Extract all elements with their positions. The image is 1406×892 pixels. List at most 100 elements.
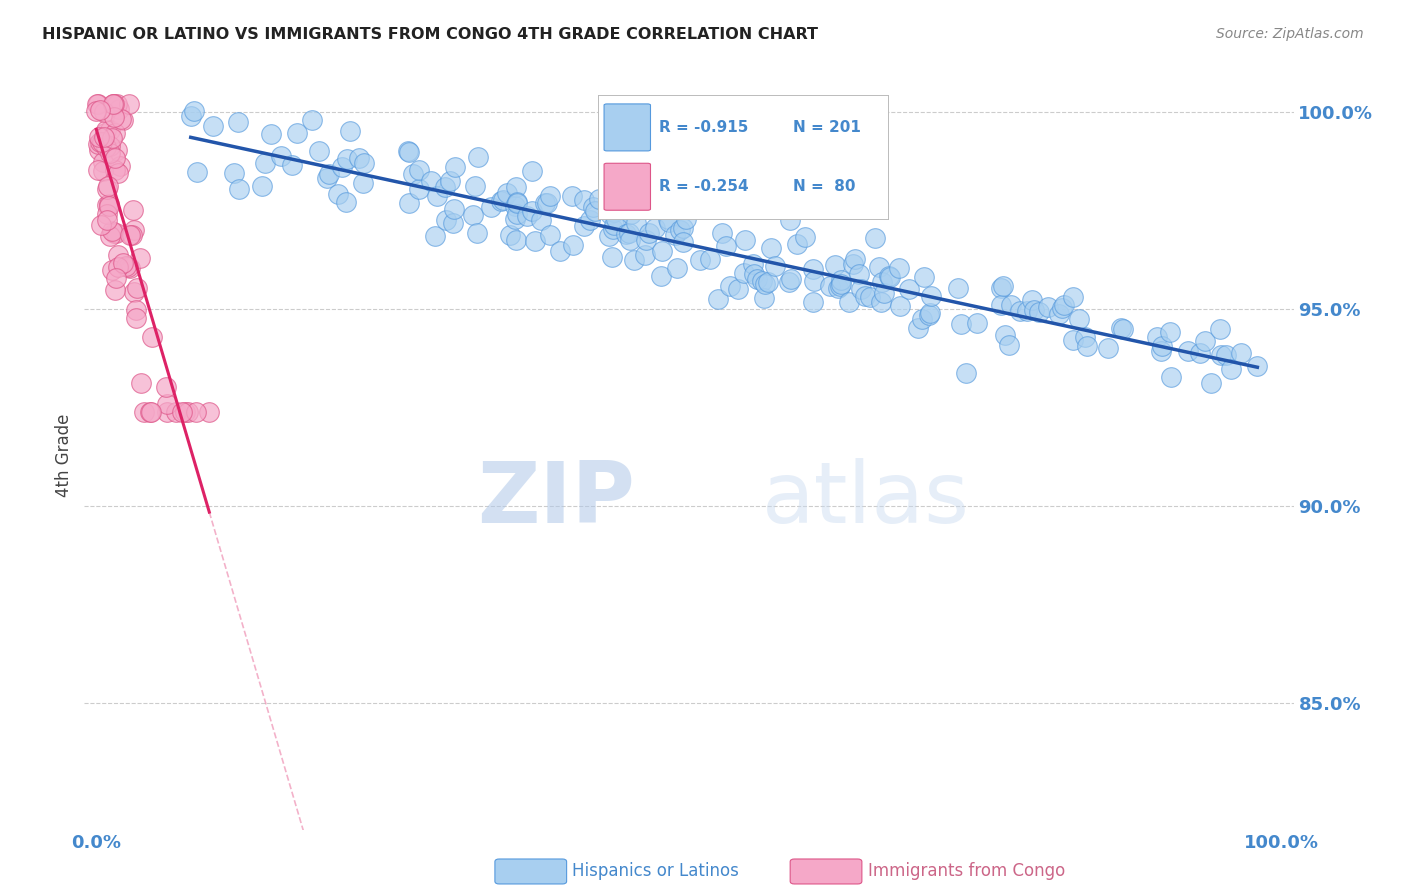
Point — [87, 136, 110, 151]
Point — [747, 271, 769, 285]
Point — [827, 281, 849, 295]
Point — [598, 228, 620, 243]
Point — [990, 280, 1012, 294]
Point — [352, 176, 374, 190]
Point — [793, 230, 815, 244]
Point — [87, 144, 110, 158]
Point — [1076, 339, 1098, 353]
Point — [754, 277, 776, 291]
Point — [107, 166, 129, 180]
Point — [868, 260, 890, 274]
Point — [499, 228, 522, 243]
Text: Immigrants from Congo: Immigrants from Congo — [868, 863, 1064, 880]
Point — [105, 97, 128, 112]
Point — [1000, 297, 1022, 311]
Point — [353, 156, 375, 170]
Point — [141, 329, 163, 343]
Point — [1074, 330, 1097, 344]
Point — [222, 166, 245, 180]
Point — [669, 223, 692, 237]
Point — [998, 338, 1021, 352]
Point — [1021, 293, 1043, 307]
Point — [184, 404, 207, 418]
Point — [727, 282, 749, 296]
Point — [911, 312, 934, 326]
Point — [111, 256, 134, 270]
Point — [664, 228, 686, 243]
Point — [93, 104, 115, 119]
Point — [657, 211, 679, 226]
Point — [1047, 307, 1070, 321]
Point — [838, 294, 860, 309]
Point — [887, 260, 910, 275]
Point — [1189, 345, 1212, 359]
Point — [918, 308, 941, 322]
Text: Source: ZipAtlas.com: Source: ZipAtlas.com — [1216, 27, 1364, 41]
Point — [1230, 345, 1253, 359]
Point — [105, 143, 128, 157]
Point — [675, 212, 697, 227]
Point — [104, 151, 127, 165]
Point — [420, 174, 443, 188]
Point — [803, 274, 825, 288]
Point — [139, 404, 162, 418]
Point — [104, 126, 127, 140]
Point — [464, 179, 486, 194]
Point — [516, 209, 538, 223]
Point — [260, 128, 283, 142]
Point — [84, 103, 107, 118]
Point — [624, 215, 647, 229]
Point — [710, 226, 733, 240]
Point — [824, 258, 846, 272]
Point — [786, 237, 808, 252]
Point — [117, 260, 139, 274]
Point — [619, 226, 641, 240]
Point — [870, 295, 893, 310]
Point — [186, 165, 208, 179]
Point — [121, 203, 143, 218]
Point — [101, 224, 124, 238]
Point — [94, 126, 117, 140]
Point — [506, 207, 529, 221]
Point — [778, 275, 800, 289]
Point — [120, 228, 142, 243]
Point — [87, 97, 110, 112]
Point — [89, 103, 111, 117]
Point — [1159, 325, 1181, 339]
Point — [281, 158, 304, 172]
Point — [520, 164, 543, 178]
Point — [335, 194, 357, 209]
Point — [801, 262, 824, 277]
Y-axis label: 4th Grade: 4th Grade — [55, 413, 73, 497]
Point — [89, 135, 111, 149]
Point — [165, 404, 187, 418]
Point — [270, 149, 292, 163]
Point — [91, 155, 114, 169]
Point — [858, 290, 880, 304]
Point — [1062, 290, 1084, 304]
Point — [1010, 303, 1032, 318]
Point — [107, 260, 129, 275]
Point — [602, 221, 624, 235]
Point — [98, 138, 121, 153]
Point — [1209, 348, 1232, 362]
Point — [699, 252, 721, 266]
Point — [588, 192, 610, 206]
Point — [751, 274, 773, 288]
Point — [301, 112, 323, 127]
Point — [1024, 303, 1046, 318]
Point — [763, 259, 786, 273]
Point — [582, 200, 605, 214]
Point — [94, 140, 117, 154]
Point — [425, 228, 447, 243]
Point — [426, 189, 449, 203]
Point — [853, 289, 876, 303]
Point — [139, 404, 162, 418]
Point — [226, 114, 249, 128]
Point — [742, 267, 765, 281]
Point — [110, 112, 132, 126]
Text: HISPANIC OR LATINO VS IMMIGRANTS FROM CONGO 4TH GRADE CORRELATION CHART: HISPANIC OR LATINO VS IMMIGRANTS FROM CO… — [42, 27, 818, 42]
Point — [491, 193, 513, 207]
Point — [572, 193, 595, 207]
Point — [920, 306, 942, 320]
